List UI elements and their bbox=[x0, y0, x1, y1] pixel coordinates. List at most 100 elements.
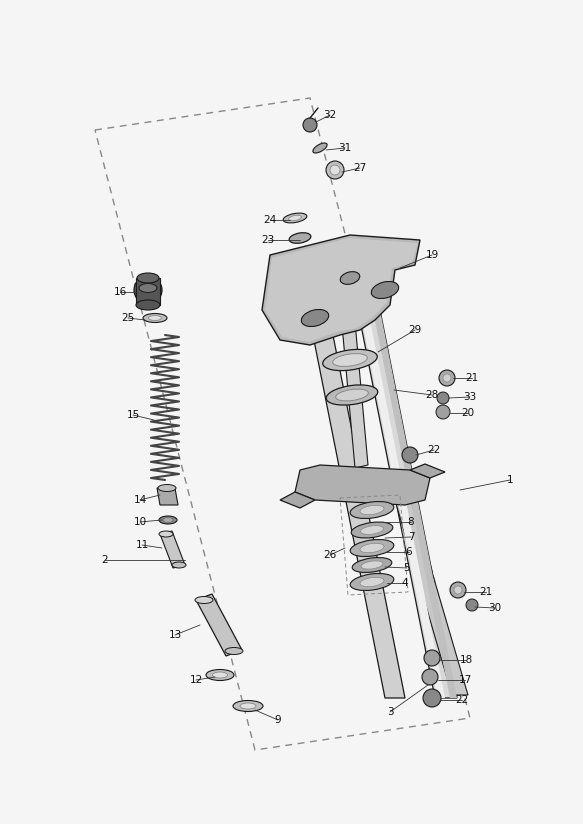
Ellipse shape bbox=[350, 502, 394, 518]
Polygon shape bbox=[410, 464, 445, 478]
Polygon shape bbox=[355, 295, 457, 698]
Polygon shape bbox=[136, 278, 160, 305]
Circle shape bbox=[326, 161, 344, 179]
Ellipse shape bbox=[289, 232, 311, 243]
Ellipse shape bbox=[139, 283, 157, 293]
Ellipse shape bbox=[313, 143, 327, 153]
Ellipse shape bbox=[350, 540, 394, 556]
Ellipse shape bbox=[301, 310, 329, 326]
Ellipse shape bbox=[137, 273, 159, 283]
Text: 7: 7 bbox=[408, 532, 415, 542]
Ellipse shape bbox=[195, 597, 213, 603]
Circle shape bbox=[134, 276, 162, 304]
Circle shape bbox=[303, 118, 317, 132]
Text: 13: 13 bbox=[168, 630, 182, 640]
Text: 21: 21 bbox=[479, 587, 493, 597]
Ellipse shape bbox=[350, 574, 394, 591]
Text: 31: 31 bbox=[338, 143, 352, 153]
Polygon shape bbox=[370, 295, 457, 698]
Polygon shape bbox=[280, 492, 315, 508]
Text: 27: 27 bbox=[353, 163, 367, 173]
Text: 14: 14 bbox=[134, 495, 147, 505]
Ellipse shape bbox=[371, 282, 399, 298]
Text: 3: 3 bbox=[387, 707, 394, 717]
Ellipse shape bbox=[351, 522, 393, 538]
Polygon shape bbox=[160, 531, 185, 568]
Text: 32: 32 bbox=[324, 110, 336, 120]
Text: 25: 25 bbox=[121, 313, 135, 323]
Text: 29: 29 bbox=[408, 325, 422, 335]
Text: 6: 6 bbox=[406, 547, 412, 557]
Circle shape bbox=[422, 669, 438, 685]
Ellipse shape bbox=[361, 561, 383, 569]
Text: 5: 5 bbox=[403, 563, 410, 573]
Ellipse shape bbox=[136, 300, 160, 310]
Ellipse shape bbox=[360, 526, 384, 535]
Circle shape bbox=[436, 405, 450, 419]
Text: 33: 33 bbox=[463, 392, 477, 402]
Text: 10: 10 bbox=[134, 517, 146, 527]
Ellipse shape bbox=[233, 700, 263, 711]
Text: 26: 26 bbox=[324, 550, 336, 560]
Circle shape bbox=[437, 392, 449, 404]
Text: 2: 2 bbox=[101, 555, 108, 565]
Polygon shape bbox=[265, 238, 418, 342]
Ellipse shape bbox=[340, 272, 360, 284]
Text: 18: 18 bbox=[459, 655, 473, 665]
Polygon shape bbox=[196, 594, 242, 656]
Text: 20: 20 bbox=[461, 408, 475, 418]
Polygon shape bbox=[157, 488, 178, 505]
Polygon shape bbox=[392, 490, 468, 695]
Ellipse shape bbox=[289, 215, 301, 221]
Text: 17: 17 bbox=[458, 675, 472, 685]
Circle shape bbox=[423, 689, 441, 707]
Text: 19: 19 bbox=[426, 250, 438, 260]
Text: 9: 9 bbox=[275, 715, 282, 725]
Ellipse shape bbox=[225, 648, 243, 654]
Ellipse shape bbox=[240, 703, 256, 709]
Text: 11: 11 bbox=[135, 540, 149, 550]
Text: 8: 8 bbox=[408, 517, 415, 527]
Ellipse shape bbox=[360, 505, 384, 515]
Circle shape bbox=[402, 447, 418, 463]
Text: 12: 12 bbox=[189, 675, 203, 685]
Polygon shape bbox=[357, 295, 445, 698]
Text: 24: 24 bbox=[264, 215, 276, 225]
Ellipse shape bbox=[163, 517, 173, 522]
Circle shape bbox=[466, 599, 478, 611]
Ellipse shape bbox=[159, 531, 173, 537]
Text: 15: 15 bbox=[127, 410, 139, 420]
Polygon shape bbox=[295, 465, 430, 505]
Ellipse shape bbox=[323, 349, 377, 371]
Text: 28: 28 bbox=[426, 390, 438, 400]
Text: 30: 30 bbox=[489, 603, 501, 613]
Polygon shape bbox=[342, 322, 368, 468]
Circle shape bbox=[454, 586, 462, 594]
Text: 22: 22 bbox=[427, 445, 441, 455]
Circle shape bbox=[424, 650, 440, 666]
Text: 23: 23 bbox=[261, 235, 275, 245]
Polygon shape bbox=[305, 295, 405, 698]
Ellipse shape bbox=[283, 213, 307, 223]
Circle shape bbox=[330, 165, 340, 175]
Ellipse shape bbox=[360, 578, 384, 587]
Ellipse shape bbox=[333, 353, 367, 367]
Polygon shape bbox=[262, 235, 420, 345]
Ellipse shape bbox=[360, 543, 384, 553]
Ellipse shape bbox=[159, 516, 177, 524]
Circle shape bbox=[450, 582, 466, 598]
Text: 1: 1 bbox=[507, 475, 513, 485]
Ellipse shape bbox=[352, 558, 392, 573]
Ellipse shape bbox=[158, 485, 176, 491]
Text: 16: 16 bbox=[113, 287, 127, 297]
Ellipse shape bbox=[149, 316, 161, 321]
Circle shape bbox=[439, 370, 455, 386]
Ellipse shape bbox=[143, 313, 167, 322]
Text: 21: 21 bbox=[465, 373, 479, 383]
Ellipse shape bbox=[326, 385, 378, 405]
Ellipse shape bbox=[172, 562, 186, 568]
Text: 4: 4 bbox=[402, 578, 408, 588]
Text: 22: 22 bbox=[455, 695, 469, 705]
Circle shape bbox=[443, 374, 451, 382]
Ellipse shape bbox=[206, 669, 234, 681]
